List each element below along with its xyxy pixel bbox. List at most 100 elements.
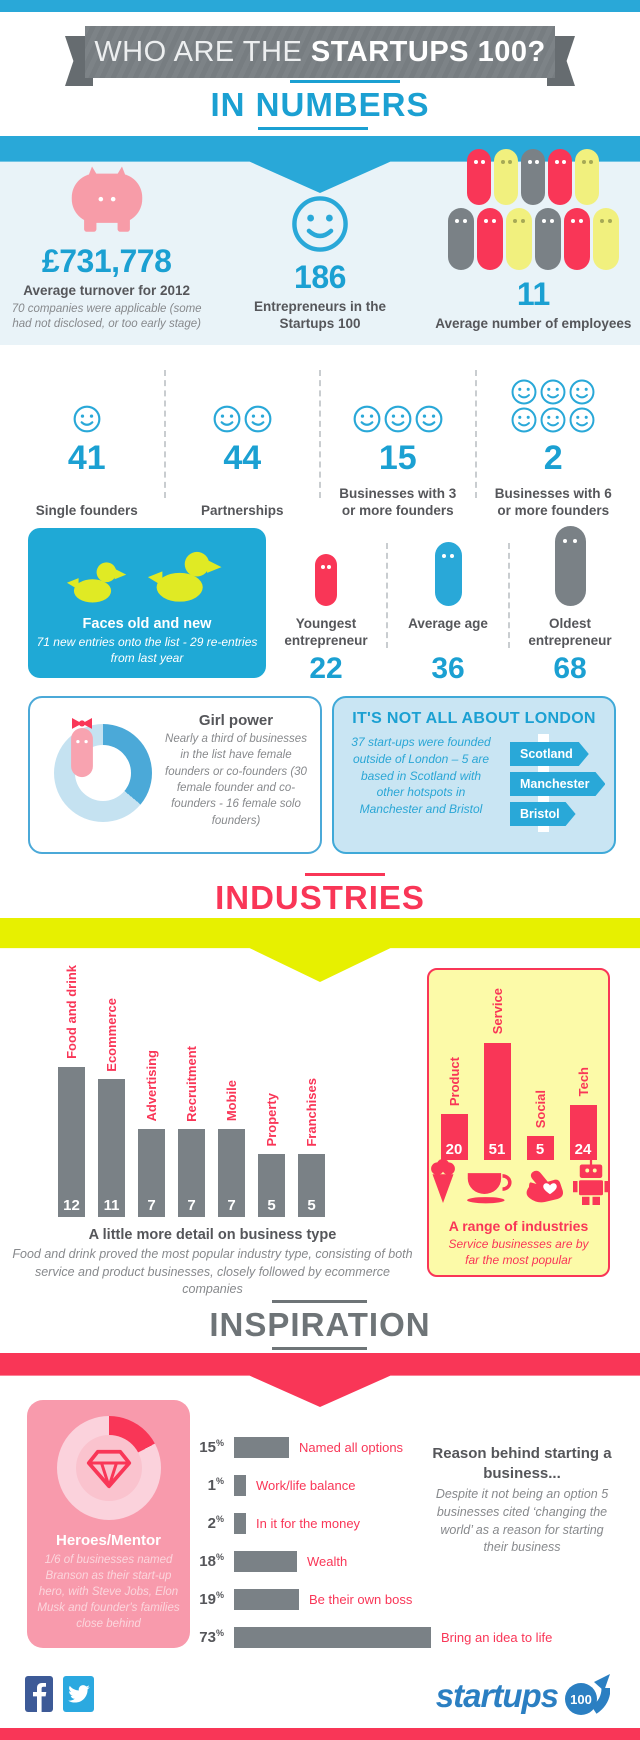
bar-value: 7 xyxy=(227,1196,236,1214)
bar-value: 5 xyxy=(307,1196,316,1214)
bar: 12 xyxy=(58,1066,85,1217)
reason-percent: 19% xyxy=(199,1590,224,1608)
startups-100-logo[interactable]: startups 100 xyxy=(436,1672,610,1720)
reason-row: 18% Wealth xyxy=(188,1542,552,1580)
info-boxes-row: Girl power Nearly a third of businesses … xyxy=(0,696,640,854)
logo-text: startups xyxy=(435,1677,559,1714)
bar-category-label: Ecommerce xyxy=(104,997,119,1072)
bottom-accent-bar xyxy=(0,1728,640,1740)
reason-row: 1% Work/life balance xyxy=(188,1466,552,1504)
faces-box-title: Faces old and new xyxy=(82,616,212,632)
age-value: 36 xyxy=(431,652,465,685)
bar: 5 xyxy=(526,1136,554,1160)
dashed-divider xyxy=(319,370,321,498)
signpost-icon: Scotland Manchester Bristol xyxy=(496,734,614,832)
age-label: Average age xyxy=(408,616,488,631)
person-pill-icon xyxy=(494,149,519,206)
bar-value: 12 xyxy=(63,1196,80,1214)
heroes-note: 1/6 of businesses named Branson as their… xyxy=(37,1554,180,1631)
dashed-divider xyxy=(163,370,166,498)
reason-percent: 1% xyxy=(207,1476,224,1494)
smiley-icon xyxy=(511,407,537,433)
reason-bar xyxy=(234,1588,299,1610)
girl-power-note: Nearly a third of businesses in the list… xyxy=(165,733,307,827)
piggy-bank-icon xyxy=(64,163,150,237)
title-ribbon: WHO ARE THE STARTUPS 100? xyxy=(65,26,575,86)
bar-category-label: Service xyxy=(489,988,505,1035)
bar-category-label: Social xyxy=(532,1089,548,1128)
bar: 51 xyxy=(483,1042,511,1160)
industry-icons xyxy=(429,1157,609,1210)
smiley-icon xyxy=(569,379,595,405)
reason-label: Bring an idea to life xyxy=(441,1629,553,1645)
bar-value: 5 xyxy=(535,1141,545,1158)
twitter-icon[interactable] xyxy=(63,1676,94,1712)
reason-percent: 18% xyxy=(199,1552,224,1570)
heroes-mentor-box: Heroes/Mentor 1/6 of businesses named Br… xyxy=(27,1400,190,1648)
dashed-divider xyxy=(474,370,477,498)
business-type-bar-chart: Food and drink 12 Ecommerce 11 Advertising 7 R… xyxy=(58,965,325,1217)
london-title: IT'S NOT ALL ABOUT LONDON xyxy=(352,710,596,727)
age-stat: Average age 36 xyxy=(388,520,508,690)
smiley-icon xyxy=(511,379,537,405)
founders-count: 2 xyxy=(543,439,563,477)
founders-row: 41 Single founders 44 Partnerships 15 Busines… xyxy=(10,348,630,520)
entrepreneurs-label: Entrepreneurs in the Startups 100 xyxy=(253,299,386,332)
person-pill-icon xyxy=(476,208,503,271)
employees-label: Average number of employees xyxy=(435,316,632,332)
reason-percent: 2% xyxy=(207,1514,224,1532)
reason-label: In it for the money xyxy=(256,1515,361,1531)
smiley-faces xyxy=(507,379,599,433)
smiley-icon xyxy=(540,379,566,405)
founders-count: 44 xyxy=(223,439,262,477)
reason-row: 15% Named all options xyxy=(188,1428,552,1466)
facebook-icon[interactable] xyxy=(25,1676,53,1712)
bar-group: Product 20 xyxy=(440,1057,468,1160)
industries-section: Food and drink 12 Ecommerce 11 Advertising 7 R… xyxy=(0,955,640,1300)
founders-group: 15 Businesses with 3 or more founders xyxy=(321,348,475,520)
reason-bar xyxy=(234,1474,246,1496)
bar: 11 xyxy=(98,1079,125,1217)
robot-icon xyxy=(572,1157,609,1205)
svg-text:100: 100 xyxy=(570,1692,592,1707)
age-stat: Youngest entrepreneur 22 xyxy=(266,520,386,690)
turnover-label: Average turnover for 2012 xyxy=(23,283,191,299)
bar-category-label: Franchises xyxy=(304,1077,319,1147)
business-type-title: A little more detail on business type xyxy=(88,1227,337,1243)
section-title-industries: INDUSTRIES xyxy=(0,873,640,923)
bar-group: Advertising 7 xyxy=(138,1050,165,1217)
ribbon-body: WHO ARE THE STARTUPS 100? xyxy=(85,26,555,78)
reasons-caption: Reason behind starting a business... Des… xyxy=(428,1444,616,1557)
industry-range-box: Product 20 Service 51 Social 5 Tech 24 A range … xyxy=(427,968,610,1277)
page-title: WHO ARE THE STARTUPS 100? xyxy=(94,35,546,68)
bar: 7 xyxy=(218,1129,245,1217)
bar: 7 xyxy=(138,1129,165,1217)
in-numbers-section: £731,778 Average turnover for 2012 70 co… xyxy=(0,136,640,345)
reasons-note: Despite it not being an option 5 busines… xyxy=(435,1487,609,1555)
ice-cream-icon xyxy=(430,1158,455,1203)
section-title-inspiration: INSPIRATION xyxy=(0,1300,640,1350)
ages-row: Faces old and new 71 new entries onto th… xyxy=(0,520,640,690)
smiley-icon xyxy=(244,405,272,433)
person-pill-icon xyxy=(563,208,590,271)
london-box: IT'S NOT ALL ABOUT LONDON 37 start-ups w… xyxy=(332,696,616,854)
bar-category-label: Advertising xyxy=(144,1049,159,1122)
person-pill-icon xyxy=(534,208,561,271)
reason-row: 19% Be their own boss xyxy=(188,1580,552,1618)
heroes-title: Heroes/Mentor xyxy=(55,1532,162,1549)
smiley-icon xyxy=(415,405,443,433)
age-stats: Youngest entrepreneur 22 Average age 36 Olde… xyxy=(266,520,630,690)
diamond-icon xyxy=(86,1449,131,1489)
stat-employees: 11 Average number of employees xyxy=(427,136,640,345)
bar-group: Ecommerce 11 xyxy=(98,998,125,1217)
age-value: 22 xyxy=(309,652,343,685)
employee-pills xyxy=(447,149,619,271)
reasons-title: Reason behind starting a business... xyxy=(432,1445,612,1482)
smiley-icon xyxy=(292,196,348,253)
industry-range-title: A range of industries xyxy=(448,1218,589,1234)
smiley-icon xyxy=(291,195,349,253)
bar-group: Recruitment 7 xyxy=(178,1046,205,1217)
employee-pill-row xyxy=(447,208,619,271)
section-title-in-numbers: IN NUMBERS xyxy=(0,80,640,130)
